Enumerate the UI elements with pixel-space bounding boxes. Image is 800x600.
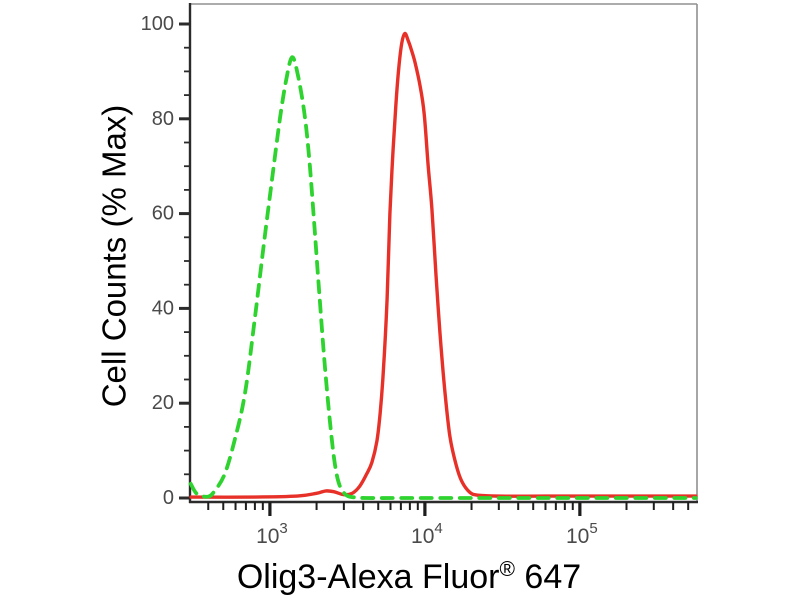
- x-tick-label: 105: [566, 520, 598, 548]
- x-axis-title: Olig3-Alexa Fluor® 647: [237, 558, 581, 596]
- y-tick-label: 80: [152, 108, 174, 130]
- green-dashed-curve: [188, 55, 698, 500]
- x-tick-label: 103: [256, 520, 288, 548]
- red-solid-curve: [189, 31, 698, 499]
- x-axis-tick-labels: 103 104 105: [256, 520, 598, 548]
- y-tick-label: 40: [152, 297, 174, 319]
- x-axis-minor-ticks: [207, 502, 690, 510]
- y-axis-major-ticks: [179, 22, 190, 500]
- y-axis-title: Cell Counts (% Max): [96, 105, 133, 408]
- y-tick-label: 0: [163, 487, 174, 509]
- y-tick-label: 60: [152, 203, 174, 225]
- y-tick-label: 20: [152, 392, 174, 414]
- y-tick-label: 100: [141, 13, 174, 35]
- histogram-curves: [188, 31, 698, 500]
- y-axis-tick-labels: 0 20 40 60 80 100: [141, 13, 174, 509]
- x-axis-major-ticks: [268, 502, 582, 516]
- y-axis-minor-ticks: [184, 46, 190, 476]
- x-tick-label: 104: [411, 520, 443, 548]
